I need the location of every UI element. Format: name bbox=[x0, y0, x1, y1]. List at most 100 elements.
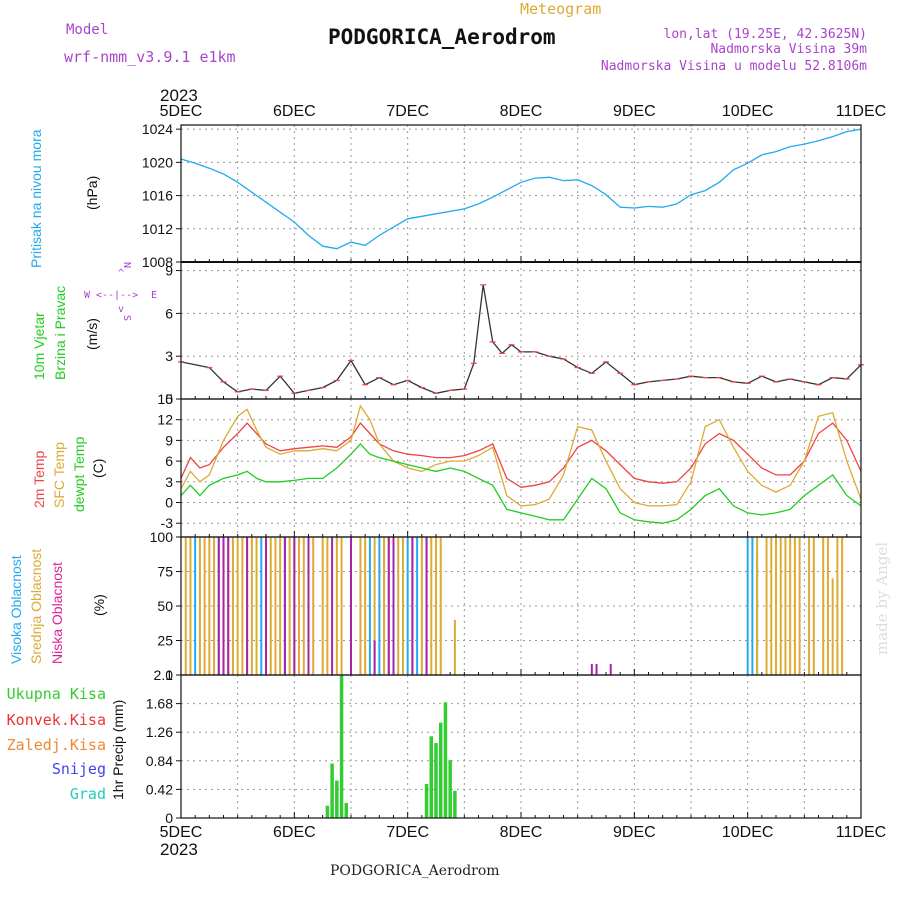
top-time-label: 9DEC bbox=[613, 103, 656, 120]
clouds-bar bbox=[274, 537, 277, 675]
precip-bar bbox=[443, 702, 448, 818]
bottom-year: 2023 bbox=[160, 840, 198, 859]
clouds-bar bbox=[798, 537, 801, 675]
ytick-label: 3 bbox=[165, 474, 173, 490]
clouds-bar bbox=[269, 537, 272, 675]
bottom-time-label: 10DEC bbox=[722, 824, 774, 841]
temperature-series-line bbox=[180, 404, 862, 507]
clouds-bar bbox=[231, 537, 234, 675]
precip-bar bbox=[448, 760, 452, 818]
clouds-bar bbox=[793, 537, 796, 675]
clouds-bar bbox=[373, 640, 376, 675]
clouds-bar bbox=[425, 537, 428, 675]
clouds-bar bbox=[397, 537, 400, 675]
clouds-bar bbox=[411, 537, 414, 675]
precip-legend-graupel: Grad bbox=[70, 785, 106, 803]
clouds-bar bbox=[826, 537, 829, 675]
clouds-bar bbox=[293, 537, 296, 675]
clouds-bar bbox=[312, 537, 315, 675]
clouds-bar bbox=[746, 537, 749, 675]
temperature-panel: -3 0 3 6 9 12 15 bbox=[157, 391, 862, 538]
bottom-time-axis: 5DEC 6DEC 7DEC 8DEC 9DEC 10DEC 11DEC bbox=[160, 824, 887, 841]
pressure-panel: 1008 1012 1016 1020 1024 bbox=[142, 121, 862, 270]
clouds-bar bbox=[321, 537, 324, 675]
clouds-bar bbox=[213, 537, 216, 675]
temp-ylabel-dewpt: dewpt Temp bbox=[71, 437, 87, 512]
precip-legend-frozen: Zaledj.Kisa bbox=[7, 736, 106, 754]
model-elevation-label: Nadmorska Visina u modelu 52.8106m bbox=[601, 59, 867, 74]
compass-south-arrow: v bbox=[118, 304, 124, 315]
precip-bar bbox=[429, 736, 434, 818]
clouds-bar bbox=[453, 619, 456, 675]
clouds-bar bbox=[836, 537, 839, 675]
precip-bar bbox=[434, 743, 438, 818]
clouds-bar bbox=[775, 537, 777, 675]
ytick-label: 6 bbox=[165, 453, 173, 469]
top-time-label: 6DEC bbox=[273, 103, 316, 120]
clouds-bar bbox=[378, 537, 381, 675]
clouds-bar bbox=[326, 537, 329, 675]
ytick-label: 25 bbox=[157, 633, 173, 649]
pressure-unit: (hPa) bbox=[84, 176, 100, 210]
clouds-bar bbox=[307, 537, 310, 675]
pressure-frame bbox=[180, 124, 862, 263]
precip-bar bbox=[344, 803, 349, 818]
temp-unit: (C) bbox=[90, 459, 106, 478]
clouds-bar bbox=[387, 537, 390, 675]
ytick-label: 100 bbox=[150, 529, 174, 545]
clouds-bar bbox=[779, 537, 782, 675]
clouds-bar bbox=[340, 537, 343, 675]
precip-legend-total: Ukupna Kisa bbox=[7, 685, 106, 703]
clouds-bar bbox=[406, 537, 409, 675]
top-time-label: 8DEC bbox=[500, 103, 543, 120]
ytick-label: 0 bbox=[165, 391, 173, 407]
top-time-label: 10DEC bbox=[722, 103, 774, 120]
pressure-series-line bbox=[180, 128, 862, 250]
clouds-bar bbox=[590, 663, 593, 675]
bottom-time-label: 6DEC bbox=[273, 824, 316, 841]
top-time-axis: 5DEC 6DEC 7DEC 8DEC 9DEC 10DEC 11DEC bbox=[160, 103, 887, 120]
clouds-bar bbox=[198, 537, 201, 675]
clouds-bar bbox=[808, 537, 811, 675]
ytick-label: 9 bbox=[165, 432, 173, 448]
clouds-bar bbox=[368, 537, 371, 675]
clouds-panel: 0 25 50 75 100 bbox=[150, 529, 862, 683]
ytick-label: 1016 bbox=[142, 188, 173, 204]
bottom-time-label: 5DEC bbox=[160, 824, 203, 841]
ytick-label: 0 bbox=[165, 667, 173, 683]
ytick-label: 0.84 bbox=[146, 753, 173, 769]
clouds-bar bbox=[298, 537, 301, 675]
clouds-bar bbox=[751, 537, 754, 675]
ytick-label: 1020 bbox=[142, 154, 173, 170]
precip-bar bbox=[438, 722, 443, 818]
subtitle: Meteogram bbox=[520, 0, 601, 18]
compass-ew-arrow: <--|--> bbox=[96, 290, 138, 301]
clouds-bar bbox=[770, 537, 773, 675]
clouds-bar bbox=[335, 537, 338, 675]
compass-w-label: W bbox=[84, 290, 91, 301]
clouds-bar bbox=[392, 537, 395, 675]
ytick-label: 75 bbox=[157, 564, 173, 580]
clouds-bar bbox=[279, 537, 282, 675]
clouds-bar bbox=[435, 537, 437, 675]
clouds-bar bbox=[246, 537, 249, 675]
clouds-bar bbox=[812, 537, 815, 675]
clouds-bar bbox=[756, 537, 759, 675]
temp-ylabel-sfc: SFC Temp bbox=[51, 442, 67, 508]
compass-north-arrow: ^ bbox=[118, 268, 124, 279]
clouds-bar bbox=[331, 537, 334, 675]
ytick-label: 1012 bbox=[142, 221, 173, 237]
cloud-ylabel-low: Niska Oblacnost bbox=[49, 562, 65, 664]
clouds-bar bbox=[765, 537, 768, 675]
clouds-bar bbox=[364, 537, 367, 675]
bottom-time-label: 7DEC bbox=[386, 824, 429, 841]
precip-frame bbox=[180, 674, 862, 819]
clouds-bar bbox=[609, 663, 612, 675]
cloud-ylabel-mid: Srednja Oblacnost bbox=[28, 549, 44, 664]
temperature-series-line bbox=[180, 442, 862, 524]
ytick-label: 1024 bbox=[142, 121, 173, 137]
clouds-bar bbox=[416, 537, 419, 675]
clouds-bar bbox=[595, 663, 598, 675]
precip-legend-conv: Konvek.Kisa bbox=[7, 711, 106, 729]
